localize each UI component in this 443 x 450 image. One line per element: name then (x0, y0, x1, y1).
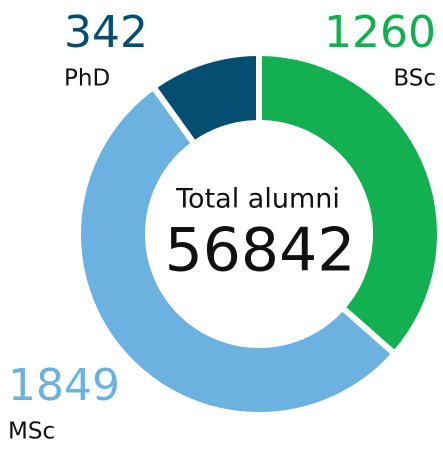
slice-label: MSc (8, 419, 55, 445)
slice (75, 82, 399, 418)
slice-value: 342 (64, 7, 148, 58)
slice-label: BSc (393, 66, 436, 92)
slice-label: PhD (64, 66, 110, 92)
slice-value: 1260 (324, 7, 436, 58)
center-label: Total alumni (175, 184, 340, 215)
slice-value: 1849 (8, 360, 120, 411)
center-total: 56842 (165, 216, 356, 286)
slice (256, 49, 443, 359)
